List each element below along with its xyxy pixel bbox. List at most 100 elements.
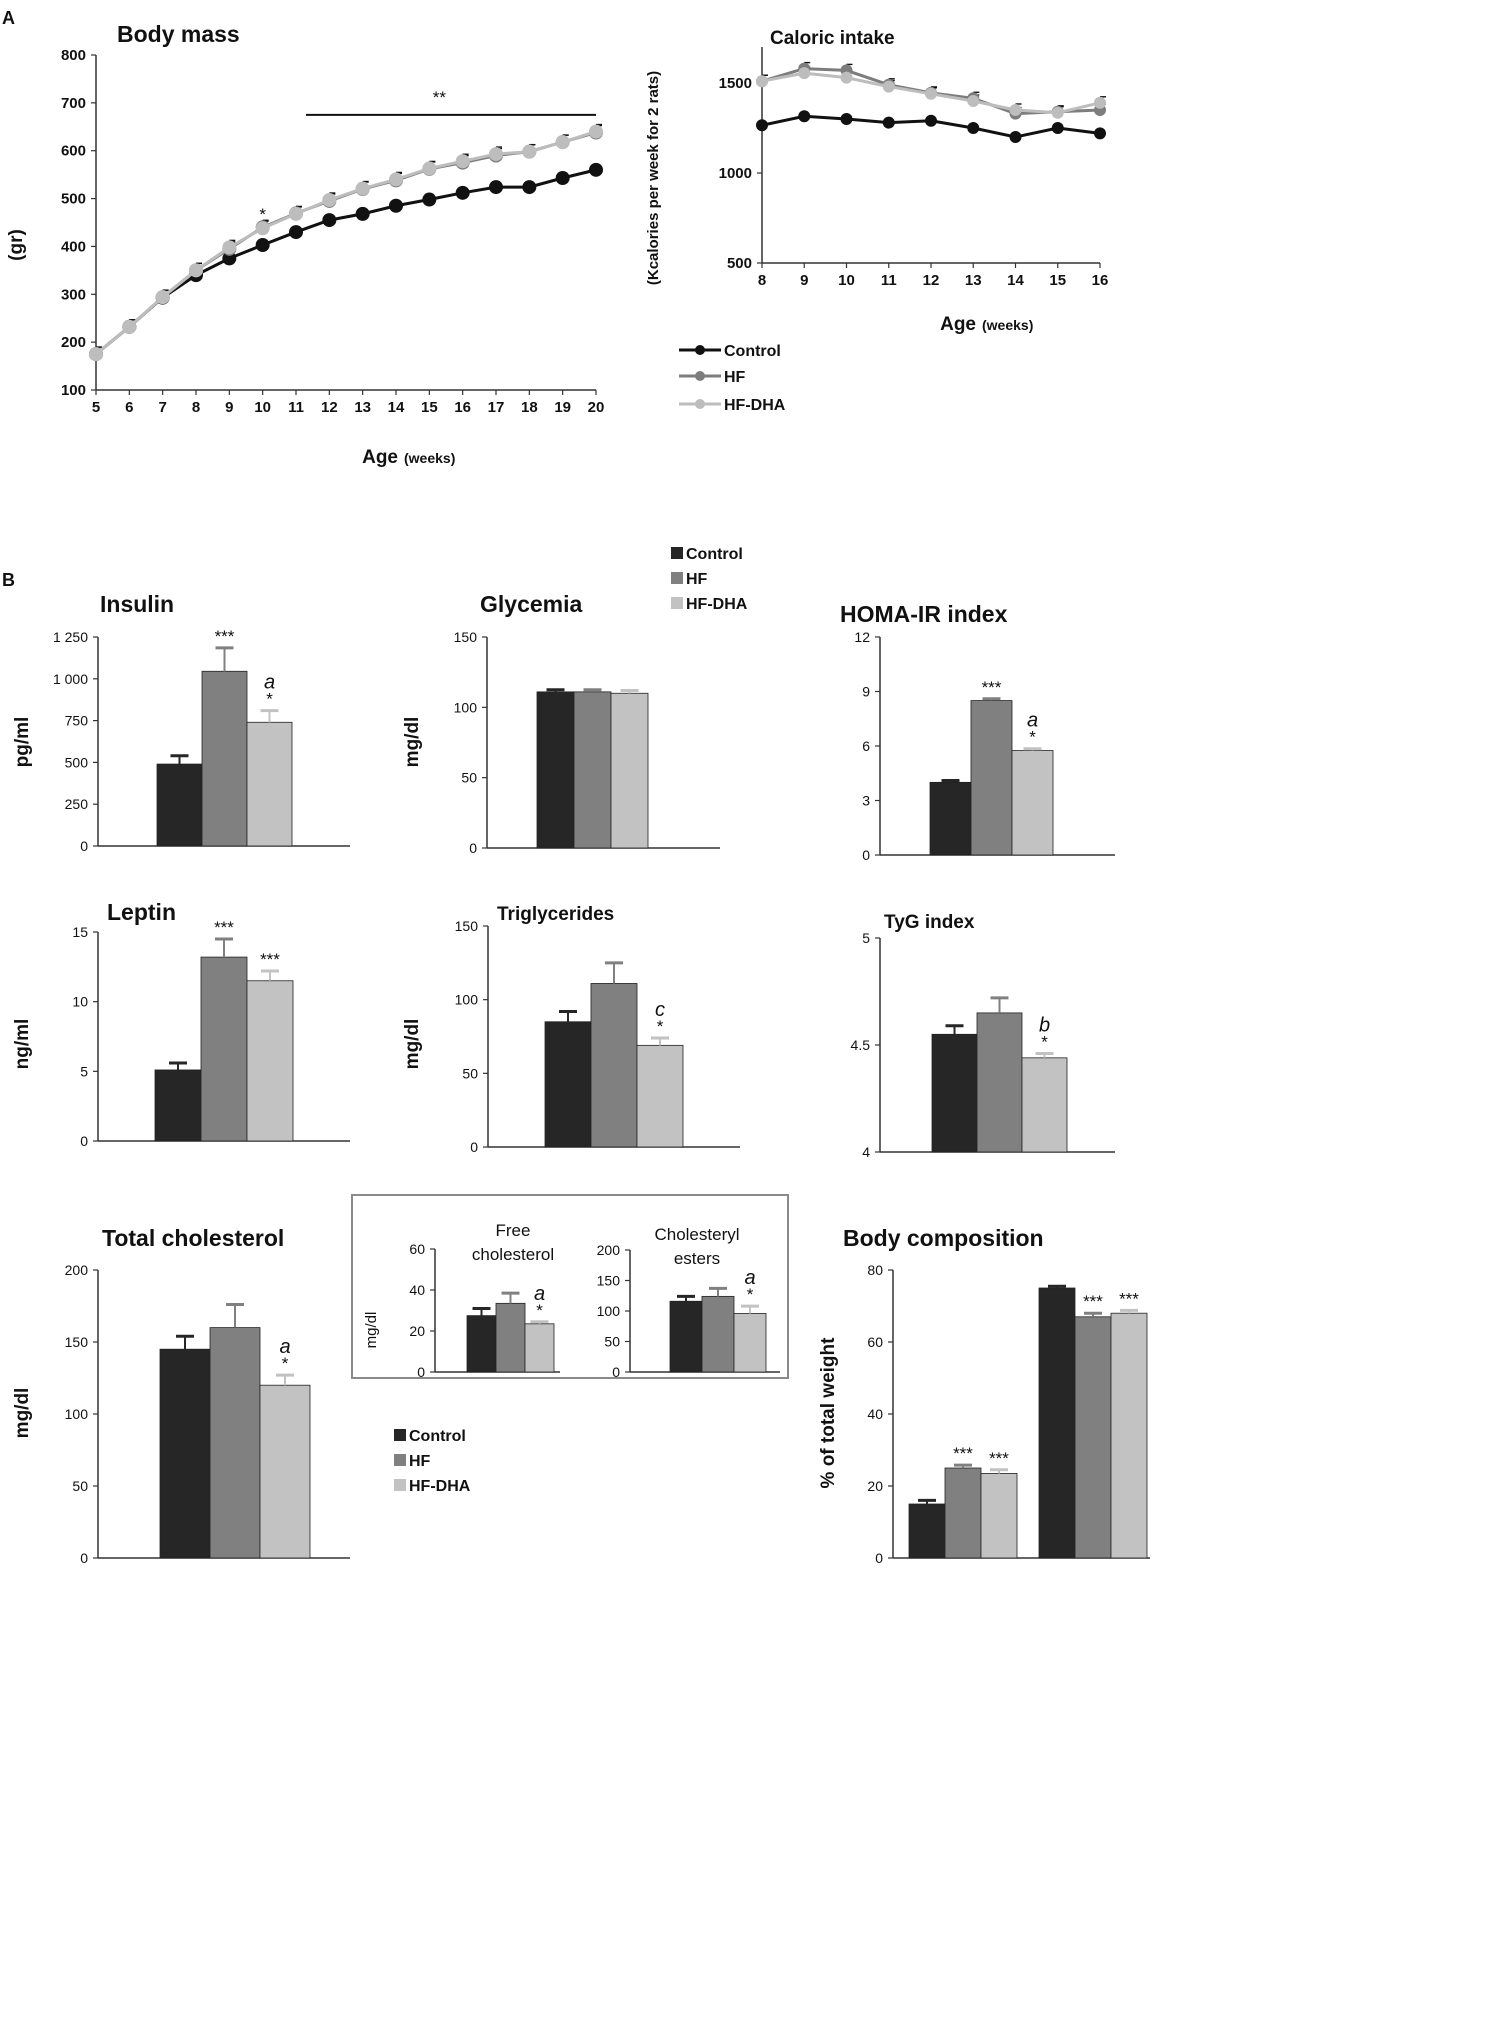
legend-bars-bottom-control: Control bbox=[409, 1428, 466, 1445]
tg-plot: 0 50 100 150 *c bbox=[455, 918, 740, 1155]
body_mass-annotation: * bbox=[259, 205, 266, 224]
ce-ytick-label: 50 bbox=[604, 1334, 620, 1350]
caloric-xlabel-unit: (weeks) bbox=[982, 317, 1033, 333]
legend-swatch-bottom-hfdha bbox=[394, 1479, 406, 1491]
tyg-bar-0 bbox=[931, 1033, 978, 1153]
caloric_intake-xtick-label: 10 bbox=[838, 272, 855, 289]
panel-label-a: A bbox=[2, 8, 15, 28]
tyg-letter-2: b bbox=[1039, 1015, 1050, 1037]
caloric_intake-series-2-point bbox=[1009, 104, 1022, 116]
body_mass-series-2-point bbox=[555, 135, 570, 150]
fc-sig-2: * bbox=[536, 1301, 543, 1320]
caloric_intake-series-0-point bbox=[882, 116, 895, 129]
caloric_intake-ytick-label: 1500 bbox=[719, 75, 752, 92]
caloric_intake-series-2-point bbox=[1051, 106, 1064, 119]
legend-swatch-control bbox=[671, 547, 683, 559]
body_mass-series-2-point bbox=[289, 206, 303, 221]
caloric_intake-ytick-label: 1000 bbox=[719, 165, 752, 182]
bodycomp-lean-bar-1 bbox=[1074, 1316, 1112, 1559]
tc-letter-2: a bbox=[279, 1336, 290, 1358]
bodycomp-ytick-label: 60 bbox=[867, 1334, 883, 1350]
legend-bars-top-hfdha: HF-DHA bbox=[686, 596, 748, 613]
homa-sig-2: * bbox=[1029, 728, 1036, 747]
body_mass-series-2-point bbox=[89, 347, 103, 362]
legend-label-hfdha: HF-DHA bbox=[724, 397, 786, 414]
body-mass-ylabel: (gr) bbox=[6, 229, 27, 261]
fc-title-line1: Free bbox=[496, 1221, 531, 1240]
tyg-bar-2 bbox=[1021, 1057, 1068, 1153]
legend-label-control: Control bbox=[724, 343, 781, 360]
body_mass-series-0-point bbox=[489, 180, 503, 195]
fc-bar-1 bbox=[495, 1302, 526, 1373]
fc-ytick-label: 40 bbox=[409, 1282, 425, 1298]
tg-ytick-label: 50 bbox=[462, 1065, 478, 1081]
legend-marker-hfdha bbox=[695, 399, 705, 409]
leptin-sig-2: *** bbox=[260, 950, 280, 969]
ce-ytick-label: 200 bbox=[597, 1242, 621, 1258]
caloric_intake-xtick-label: 11 bbox=[881, 272, 897, 289]
caloric-intake-title: Caloric intake bbox=[770, 28, 895, 49]
tg-ylabel: mg/dl bbox=[402, 1019, 423, 1070]
caloric_intake-series-2-point bbox=[798, 67, 811, 80]
body_mass-series-0-point bbox=[255, 237, 270, 252]
caloric_intake-series-0-point bbox=[967, 122, 980, 134]
body_mass-series-2-point bbox=[589, 124, 603, 139]
figure: A B Body mass Caloric intake Insulin Gly… bbox=[2, 8, 1150, 1566]
tg-ytick-label: 100 bbox=[455, 992, 479, 1008]
legend-swatch-bottom-hf bbox=[394, 1454, 406, 1466]
body_mass-xtick-label: 18 bbox=[521, 399, 538, 416]
homa-ytick-label: 0 bbox=[862, 847, 870, 863]
caloric_intake-xtick-label: 13 bbox=[965, 272, 982, 289]
body_mass-series-2-point bbox=[122, 319, 137, 334]
body_mass-series-0-point bbox=[289, 225, 303, 240]
caloric-xlabel: Age bbox=[940, 314, 976, 335]
fc-ytick-label: 60 bbox=[409, 1241, 425, 1257]
fc-ytick-label: 20 bbox=[409, 1323, 425, 1339]
ce-plot: 0 50 100 150 200 *a bbox=[597, 1242, 780, 1380]
body_mass-ytick-label: 500 bbox=[61, 191, 86, 208]
caloric_intake-series-0-point bbox=[925, 114, 937, 127]
glycemia-bar-0 bbox=[536, 691, 575, 849]
tg-bar-2 bbox=[636, 1044, 684, 1148]
leptin-bar-1 bbox=[200, 956, 248, 1142]
body_mass-xtick-label: 20 bbox=[588, 399, 605, 416]
leptin-ytick-label: 5 bbox=[80, 1063, 88, 1079]
body_mass-xtick-label: 15 bbox=[421, 399, 438, 416]
homa-ytick-label: 9 bbox=[862, 684, 870, 700]
glycemia-ytick-label: 50 bbox=[461, 770, 477, 786]
legend-swatch-hfdha bbox=[671, 597, 683, 609]
fc-plot: 0 20 40 60 *a bbox=[409, 1241, 560, 1380]
tyg-ytick-label: 5 bbox=[862, 930, 870, 946]
body_mass-series-2-point bbox=[189, 263, 203, 278]
bodycomp-lean-sig-1: *** bbox=[1083, 1292, 1103, 1311]
tc-bar-0 bbox=[159, 1348, 211, 1559]
legend-bars-top-hf: HF bbox=[686, 571, 708, 588]
caloric_intake-series-0-point bbox=[1009, 131, 1022, 143]
tc-bar-1 bbox=[209, 1327, 261, 1559]
homa-ytick-label: 12 bbox=[854, 629, 870, 645]
insulin-ylabel: pg/ml bbox=[12, 717, 33, 768]
glycemia-ytick-label: 150 bbox=[454, 629, 478, 645]
bodycomp-ytick-label: 40 bbox=[867, 1406, 883, 1422]
caloric_intake-series-0-point bbox=[798, 110, 811, 123]
legend-bars-bottom-hf: HF bbox=[409, 1453, 431, 1470]
glycemia-title: Glycemia bbox=[480, 591, 582, 617]
tg-bar-1 bbox=[590, 983, 638, 1148]
body_mass-series-0-point bbox=[522, 180, 537, 195]
bodycomp-ylabel: % of total weight bbox=[818, 1337, 839, 1489]
caloric_intake-xtick-label: 14 bbox=[1007, 272, 1024, 289]
body_mass-series-2-point bbox=[489, 147, 503, 162]
body_mass-series-0-point bbox=[222, 251, 237, 266]
body_mass-xtick-label: 11 bbox=[288, 399, 304, 416]
body_mass-series-0-point bbox=[422, 192, 437, 207]
ce-ytick-label: 0 bbox=[612, 1364, 620, 1380]
insulin-ytick-label: 1 000 bbox=[53, 671, 88, 687]
caloric_intake-xtick-label: 15 bbox=[1049, 272, 1066, 289]
caloric_intake-series-2-point bbox=[967, 95, 980, 107]
tc-ytick-label: 100 bbox=[65, 1406, 89, 1422]
leptin-ytick-label: 0 bbox=[80, 1133, 88, 1149]
body_mass-ytick-label: 300 bbox=[61, 286, 86, 303]
caloric_intake-xtick-label: 9 bbox=[800, 272, 808, 289]
leptin-plot: 0 5 10 15 *** *** bbox=[72, 918, 350, 1149]
